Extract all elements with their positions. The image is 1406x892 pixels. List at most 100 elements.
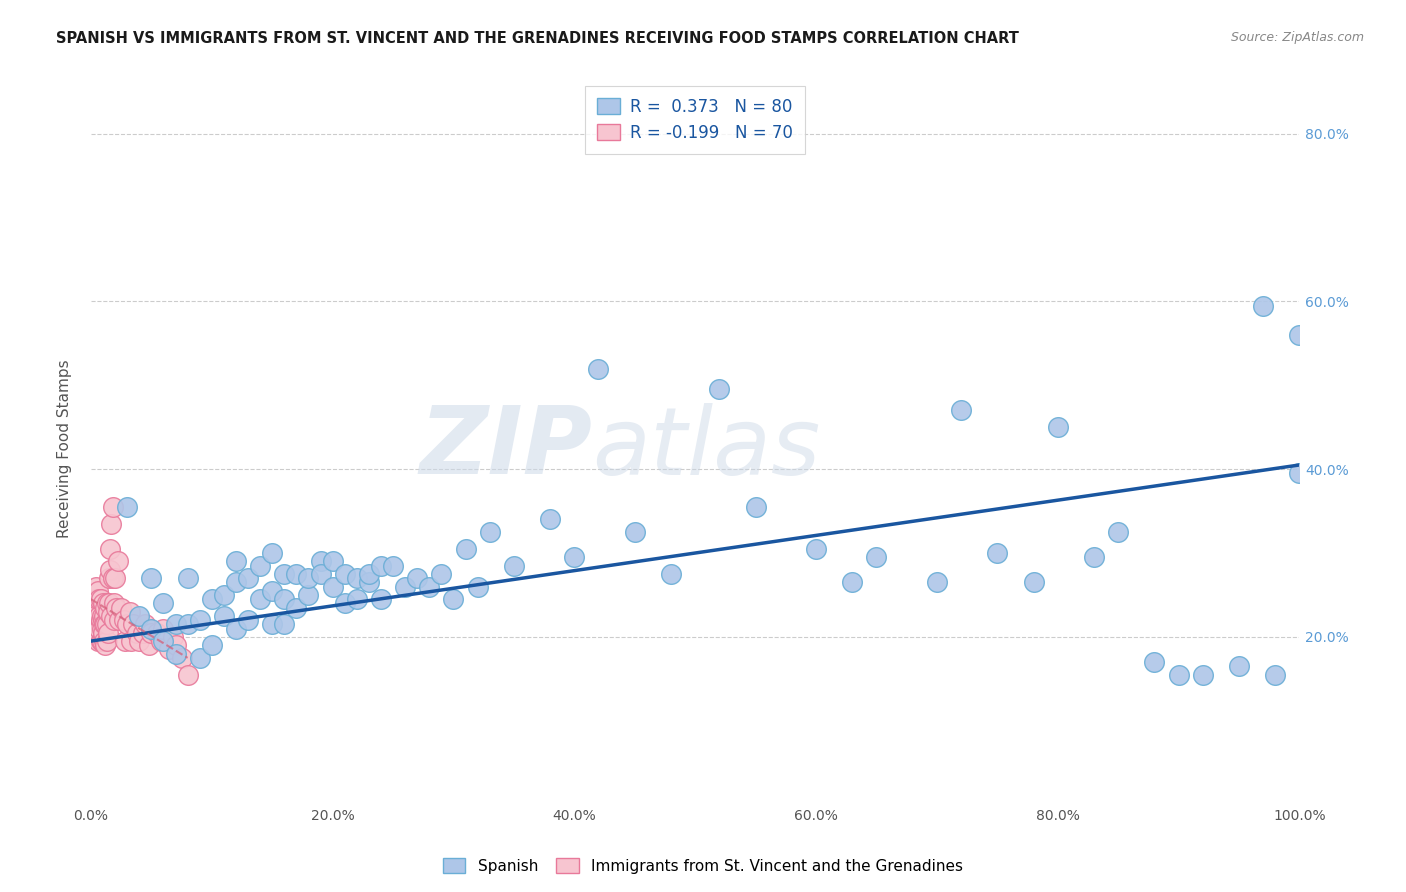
Point — [370, 558, 392, 573]
Point — [90, 592, 112, 607]
Point — [176, 617, 198, 632]
Point — [104, 571, 127, 585]
Point — [188, 651, 211, 665]
Point — [96, 634, 118, 648]
Point — [100, 516, 122, 531]
Legend: Spanish, Immigrants from St. Vincent and the Grenadines: Spanish, Immigrants from St. Vincent and… — [436, 852, 970, 880]
Point — [212, 588, 235, 602]
Point — [1288, 328, 1310, 343]
Point — [84, 617, 107, 632]
Y-axis label: Receiving Food Stamps: Receiving Food Stamps — [58, 359, 72, 538]
Point — [1143, 655, 1166, 669]
Point — [93, 617, 115, 632]
Point — [96, 596, 118, 610]
Point — [322, 554, 344, 568]
Point — [841, 575, 863, 590]
Point — [83, 617, 105, 632]
Point — [94, 600, 117, 615]
Point — [188, 613, 211, 627]
Point — [125, 625, 148, 640]
Point — [118, 605, 141, 619]
Point — [562, 550, 585, 565]
Point — [273, 566, 295, 581]
Point — [1288, 467, 1310, 481]
Point — [141, 571, 163, 585]
Point — [333, 566, 356, 581]
Point — [150, 634, 173, 648]
Point — [112, 613, 135, 627]
Point — [138, 638, 160, 652]
Point — [128, 634, 150, 648]
Point — [98, 571, 121, 585]
Point — [165, 617, 187, 632]
Point — [141, 622, 163, 636]
Point — [309, 566, 332, 581]
Point — [84, 605, 107, 619]
Point — [249, 592, 271, 607]
Point — [94, 638, 117, 652]
Point — [225, 554, 247, 568]
Point — [285, 600, 308, 615]
Point — [115, 617, 138, 632]
Point — [152, 634, 174, 648]
Point — [225, 622, 247, 636]
Point — [804, 541, 827, 556]
Point — [103, 613, 125, 627]
Point — [83, 592, 105, 607]
Point — [865, 550, 887, 565]
Point — [100, 608, 122, 623]
Point — [333, 596, 356, 610]
Point — [152, 596, 174, 610]
Point — [236, 571, 259, 585]
Point — [744, 500, 766, 514]
Point — [418, 580, 440, 594]
Point — [478, 524, 501, 539]
Point — [1167, 667, 1189, 681]
Point — [105, 600, 128, 615]
Point — [84, 580, 107, 594]
Point — [502, 558, 524, 573]
Point — [141, 625, 163, 640]
Point — [382, 558, 405, 573]
Point — [454, 541, 477, 556]
Point — [132, 625, 155, 640]
Point — [87, 583, 110, 598]
Point — [159, 642, 181, 657]
Point — [86, 592, 108, 607]
Point — [709, 383, 731, 397]
Point — [538, 512, 561, 526]
Point — [1251, 299, 1274, 313]
Text: atlas: atlas — [592, 402, 821, 493]
Point — [90, 622, 112, 636]
Point — [1227, 659, 1250, 673]
Point — [322, 580, 344, 594]
Point — [165, 638, 187, 652]
Point — [262, 583, 284, 598]
Point — [443, 592, 465, 607]
Point — [114, 634, 136, 648]
Point — [90, 634, 112, 648]
Point — [98, 563, 121, 577]
Point — [115, 500, 138, 514]
Point — [357, 566, 380, 581]
Point — [89, 625, 111, 640]
Point — [659, 566, 682, 581]
Point — [98, 541, 121, 556]
Point — [588, 361, 610, 376]
Point — [170, 651, 193, 665]
Point — [986, 546, 1008, 560]
Point — [309, 554, 332, 568]
Point — [91, 625, 114, 640]
Point — [201, 638, 224, 652]
Point — [97, 605, 120, 619]
Point — [262, 546, 284, 560]
Point — [91, 596, 114, 610]
Point — [90, 613, 112, 627]
Point — [89, 592, 111, 607]
Point — [86, 622, 108, 636]
Point — [97, 625, 120, 640]
Point — [90, 634, 112, 648]
Point — [98, 596, 121, 610]
Point — [430, 566, 453, 581]
Point — [1083, 550, 1105, 565]
